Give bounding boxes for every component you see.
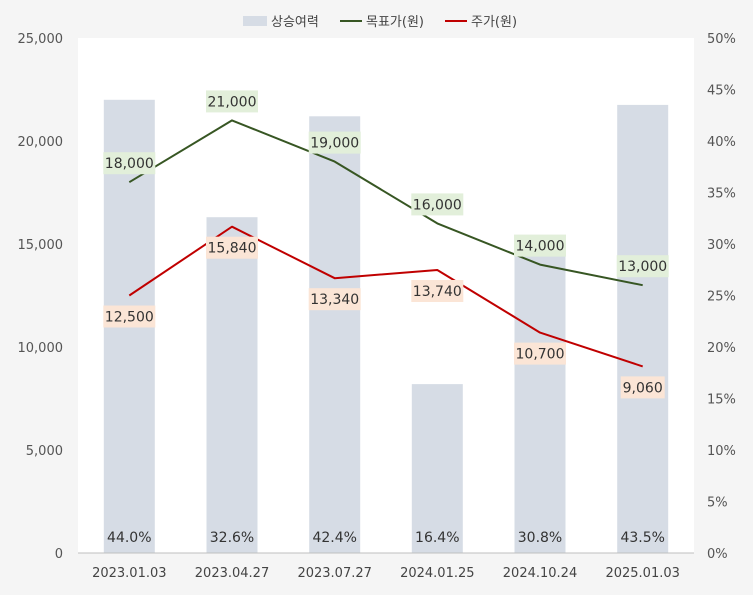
y-right-tick-2: 10% — [707, 444, 736, 459]
x-tick-4: 2024.01.25 — [400, 566, 474, 581]
legend-label-1: 상승여력 — [271, 15, 319, 30]
y-right-tick-1: 5% — [707, 496, 728, 511]
series-1-label-1: 18,000 — [105, 156, 154, 172]
plot-area — [78, 38, 694, 553]
series-1-label-6: 13,000 — [618, 259, 667, 275]
series-2-label-4: 13,740 — [413, 284, 462, 300]
x-tick-3: 2023.07.27 — [297, 566, 371, 581]
bar-label-4: 16.4% — [415, 530, 459, 546]
y-left-tick-1: 5,000 — [26, 444, 63, 459]
bar-label-5: 30.8% — [518, 530, 562, 546]
bar-2 — [207, 217, 258, 553]
y-right-tick-5: 25% — [707, 290, 736, 305]
series-2-label-1: 12,500 — [105, 310, 154, 326]
y-right-tick-6: 30% — [707, 238, 736, 253]
series-1-label-3: 19,000 — [310, 136, 359, 152]
bar-5 — [515, 236, 566, 553]
y-left-tick-3: 15,000 — [18, 238, 64, 253]
x-tick-1: 2023.01.03 — [92, 566, 166, 581]
series-1-label-4: 16,000 — [413, 197, 462, 213]
y-left-tick-0: 0 — [55, 547, 63, 562]
bar-label-2: 32.6% — [210, 530, 254, 546]
bar-label-1: 44.0% — [107, 530, 151, 546]
legend: 상승여력 목표가(원) 주가(원) — [243, 15, 517, 30]
series-2-label-5: 10,700 — [516, 347, 565, 363]
bar-6 — [617, 105, 668, 553]
bar-4 — [412, 384, 463, 553]
y-right-tick-9: 45% — [707, 84, 736, 99]
legend-label-3: 주가(원) — [471, 15, 517, 30]
y-left-tick-2: 10,000 — [18, 341, 64, 356]
series-2-label-3: 13,340 — [310, 292, 359, 308]
y-right-tick-0: 0% — [707, 547, 728, 562]
y-right-tick-10: 50% — [707, 32, 736, 47]
bar-label-6: 43.5% — [620, 530, 664, 546]
y-right-tick-4: 20% — [707, 341, 736, 356]
y-right-tick-7: 35% — [707, 187, 736, 202]
bar-label-3: 42.4% — [312, 530, 356, 546]
legend-swatch-1 — [243, 16, 267, 26]
y-right-tick-3: 15% — [707, 393, 736, 408]
bar-3 — [309, 116, 360, 553]
series-2-label-2: 15,840 — [208, 241, 257, 257]
x-tick-5: 2024.10.24 — [503, 566, 577, 581]
series-1-label-5: 14,000 — [516, 239, 565, 255]
series-2-label-6: 9,060 — [623, 380, 663, 396]
y-left-tick-5: 25,000 — [18, 32, 64, 47]
x-tick-6: 2025.01.03 — [605, 566, 679, 581]
x-tick-2: 2023.04.27 — [195, 566, 269, 581]
y-left-tick-4: 20,000 — [18, 135, 64, 150]
series-1-label-2: 21,000 — [208, 94, 257, 110]
y-right-tick-8: 40% — [707, 135, 736, 150]
legend-label-2: 목표가(원) — [366, 15, 424, 30]
